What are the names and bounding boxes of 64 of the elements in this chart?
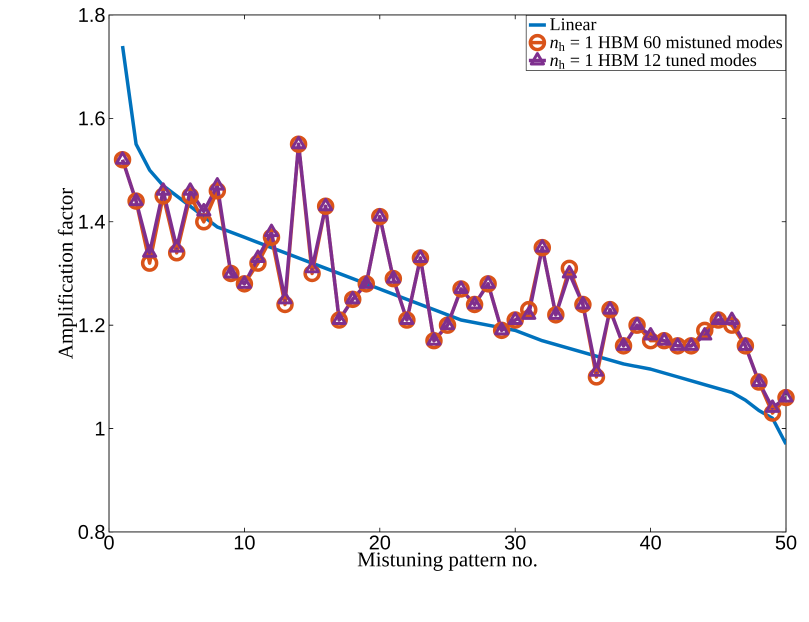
point [602,301,618,315]
y-axis-title: Amplification factor [58,188,77,359]
y-tick-label: 1.4 [79,214,105,229]
point [670,337,686,351]
point [128,192,144,206]
point [467,296,482,310]
point [156,182,171,196]
point [575,296,590,310]
point [358,275,374,289]
point [778,389,794,403]
point [440,316,456,330]
legend-label: Linear [550,18,596,30]
point [345,290,360,304]
x-tick-label: 50 [776,536,796,550]
point [142,244,158,258]
point [291,136,306,150]
point [548,306,564,320]
point [508,312,523,326]
point [521,306,536,320]
y-tick-label: 1.2 [79,318,104,332]
point [656,332,672,346]
point [332,312,347,326]
point [494,322,510,336]
point [764,399,780,413]
point [196,202,212,216]
point [386,270,401,284]
point [630,316,645,330]
y-tick-label: 1.6 [79,111,105,126]
point [480,275,496,289]
point [250,249,266,263]
point [182,182,198,196]
point [412,249,428,263]
legend-label: n$_{h}$ = 1 HBM 12 tuned modes [550,54,756,69]
point [751,374,766,388]
point [453,280,469,294]
point [114,151,130,165]
point [426,332,442,346]
y-tick-label: 1.8 [79,8,105,22]
point [562,264,577,278]
x-tick-label: 40 [640,536,661,550]
point [318,198,334,212]
point [534,239,550,253]
point [616,337,632,351]
point [643,327,658,341]
point [223,264,238,278]
point [684,337,699,351]
point [710,312,726,326]
x-tick-label: 10 [234,536,255,550]
point [372,208,388,222]
x-tick-label: 0 [104,536,114,550]
point [724,312,740,326]
point [236,275,252,289]
legend-label: n$_{h}$ = 1 HBM 60 mistuned modes [550,36,782,51]
x-tick-label: 20 [370,536,390,550]
point [210,177,225,191]
y-tick-label: 0.8 [78,524,105,540]
point [264,224,280,238]
x-axis-title: Mistuning pattern no. [358,552,536,571]
point [738,337,753,351]
point [169,239,184,253]
point [399,312,414,326]
y-tick-label: 1 [96,422,105,436]
point [697,327,712,341]
x-tick-label: 30 [504,536,526,550]
